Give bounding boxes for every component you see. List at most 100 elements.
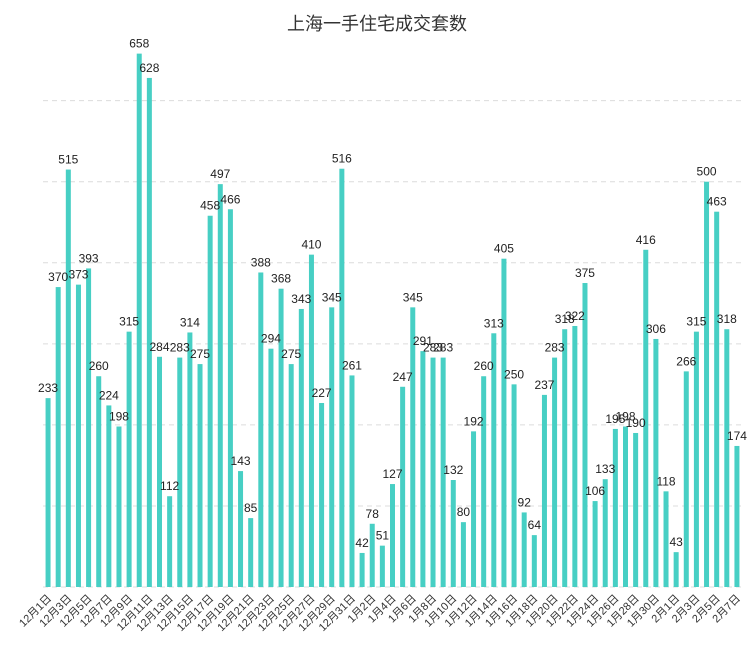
bar <box>440 357 446 587</box>
value-label: 318 <box>717 312 737 326</box>
bar <box>663 491 669 587</box>
bar <box>734 445 740 587</box>
value-label: 458 <box>200 199 220 213</box>
bar <box>359 552 365 587</box>
value-label: 283 <box>433 341 453 355</box>
bar <box>460 522 466 587</box>
bar <box>602 479 608 587</box>
value-label: 233 <box>38 381 58 395</box>
value-label: 345 <box>403 290 423 304</box>
value-label: 275 <box>281 347 301 361</box>
value-label: 64 <box>528 518 542 532</box>
value-label: 515 <box>58 153 78 167</box>
chart-title: 上海一手住宅成交套数 <box>287 14 467 34</box>
value-label: 198 <box>109 410 129 424</box>
bar <box>521 512 527 587</box>
bar <box>96 376 102 587</box>
value-label: 466 <box>220 192 240 206</box>
bar <box>501 258 507 587</box>
bar <box>278 288 284 587</box>
bar <box>157 356 162 587</box>
bar <box>207 215 213 587</box>
bar <box>582 283 588 587</box>
value-label: 132 <box>443 463 463 477</box>
value-label: 42 <box>355 536 369 550</box>
bar <box>258 272 264 587</box>
value-label: 322 <box>565 309 585 323</box>
value-label: 198 <box>615 410 635 424</box>
value-label: 410 <box>301 238 321 252</box>
bar <box>450 480 456 587</box>
value-label: 405 <box>494 242 514 256</box>
value-label: 315 <box>686 315 706 329</box>
bar <box>633 432 639 587</box>
bar <box>86 268 92 587</box>
value-label: 388 <box>251 255 271 269</box>
value-label: 393 <box>79 251 99 265</box>
value-label: 133 <box>595 462 615 476</box>
value-label: 260 <box>89 359 109 373</box>
bar <box>623 426 628 587</box>
value-label: 497 <box>210 167 230 181</box>
bar <box>420 351 426 587</box>
bar <box>511 384 517 587</box>
bar <box>572 325 578 587</box>
bar <box>683 371 689 587</box>
value-label: 294 <box>261 332 281 346</box>
value-label: 375 <box>575 266 595 280</box>
value-label: 628 <box>139 61 159 75</box>
value-label: 143 <box>231 454 251 468</box>
value-label: 227 <box>312 386 332 400</box>
value-label: 345 <box>322 290 342 304</box>
value-label: 247 <box>393 370 413 384</box>
bar <box>126 331 132 587</box>
bar <box>75 284 81 587</box>
bar <box>369 523 375 587</box>
value-label: 266 <box>676 354 696 368</box>
bar <box>238 471 244 587</box>
bar <box>217 184 223 587</box>
value-label: 78 <box>366 507 380 521</box>
value-label: 237 <box>534 378 554 392</box>
value-label: 43 <box>669 535 683 549</box>
bar <box>410 307 416 587</box>
value-label: 192 <box>464 414 484 428</box>
value-label: 112 <box>160 479 179 493</box>
value-label: 343 <box>291 292 311 306</box>
value-label: 190 <box>626 416 646 430</box>
bar <box>65 169 71 587</box>
value-label: 275 <box>190 347 210 361</box>
value-label: 318 <box>555 312 575 326</box>
bar <box>643 249 649 587</box>
value-label: 195 <box>605 412 625 426</box>
value-label: 283 <box>423 341 443 355</box>
value-label: 291 <box>413 334 433 348</box>
bar <box>146 77 152 587</box>
bar <box>390 484 395 587</box>
value-label: 224 <box>99 388 119 402</box>
value-label: 315 <box>119 315 139 329</box>
bar <box>379 545 385 587</box>
bar <box>106 405 112 587</box>
value-label: 370 <box>48 270 68 284</box>
bar <box>177 357 183 587</box>
value-label: 500 <box>697 165 717 179</box>
value-label: 260 <box>474 359 494 373</box>
bar <box>400 386 406 587</box>
bar <box>55 287 61 587</box>
bar <box>673 552 679 587</box>
value-label: 85 <box>244 501 258 515</box>
bar <box>136 53 142 587</box>
value-label: 658 <box>129 37 149 51</box>
bar <box>531 535 537 587</box>
bars <box>45 53 740 588</box>
value-labels: 233 370 515 373 393 260 224 198 315 658 628 284 112 2… <box>38 37 747 550</box>
bar <box>471 431 477 587</box>
bar <box>562 329 568 587</box>
value-label: 283 <box>545 341 565 355</box>
bar <box>308 254 314 587</box>
bar <box>430 357 436 587</box>
value-label: 314 <box>180 315 200 329</box>
value-label: 106 <box>585 484 605 498</box>
bar <box>481 376 487 587</box>
